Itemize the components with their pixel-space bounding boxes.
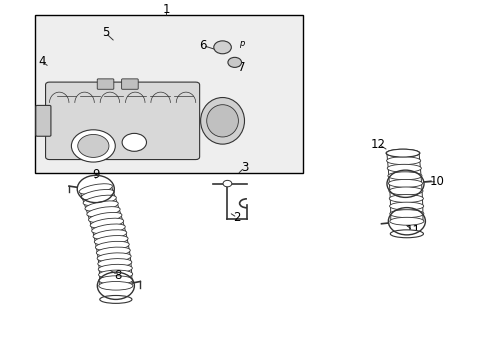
Text: 9: 9 <box>92 168 100 181</box>
Ellipse shape <box>88 212 122 222</box>
Ellipse shape <box>90 218 123 228</box>
Circle shape <box>227 57 241 67</box>
Text: 6: 6 <box>199 39 206 52</box>
Ellipse shape <box>387 179 422 187</box>
Text: 12: 12 <box>370 138 386 150</box>
Text: 10: 10 <box>429 175 444 188</box>
Ellipse shape <box>386 149 419 157</box>
Ellipse shape <box>97 253 131 262</box>
Bar <box>35 15 303 173</box>
Text: 8: 8 <box>114 269 121 282</box>
Ellipse shape <box>100 296 132 303</box>
Ellipse shape <box>93 230 126 239</box>
Ellipse shape <box>87 207 120 217</box>
Text: 5: 5 <box>102 27 109 40</box>
Ellipse shape <box>385 149 419 157</box>
Text: 7: 7 <box>238 60 245 73</box>
Ellipse shape <box>200 98 244 144</box>
Ellipse shape <box>81 189 114 200</box>
Circle shape <box>213 41 231 54</box>
Ellipse shape <box>98 264 132 273</box>
Ellipse shape <box>96 247 130 256</box>
Ellipse shape <box>99 282 133 290</box>
Ellipse shape <box>83 195 116 206</box>
Ellipse shape <box>79 184 112 194</box>
Ellipse shape <box>389 230 423 238</box>
FancyBboxPatch shape <box>97 79 114 89</box>
Ellipse shape <box>389 202 423 210</box>
Ellipse shape <box>99 276 133 284</box>
Ellipse shape <box>387 172 421 180</box>
Ellipse shape <box>98 258 132 267</box>
Text: 2: 2 <box>233 211 241 224</box>
Ellipse shape <box>386 157 420 165</box>
Ellipse shape <box>388 187 422 195</box>
Ellipse shape <box>85 201 118 211</box>
Ellipse shape <box>95 241 129 251</box>
Text: 1: 1 <box>163 3 170 16</box>
Ellipse shape <box>389 217 423 225</box>
Ellipse shape <box>206 105 238 137</box>
Ellipse shape <box>386 164 421 172</box>
Ellipse shape <box>388 195 423 202</box>
Ellipse shape <box>94 235 128 245</box>
Ellipse shape <box>91 224 125 234</box>
Ellipse shape <box>99 270 132 279</box>
Circle shape <box>78 134 109 157</box>
FancyBboxPatch shape <box>122 79 138 89</box>
Circle shape <box>223 180 231 187</box>
Circle shape <box>71 130 115 162</box>
Ellipse shape <box>389 210 423 217</box>
Text: 4: 4 <box>39 55 46 68</box>
FancyBboxPatch shape <box>36 105 51 136</box>
Text: 3: 3 <box>240 161 248 174</box>
Text: p: p <box>239 39 244 48</box>
Circle shape <box>122 134 146 151</box>
FancyBboxPatch shape <box>45 82 199 159</box>
Text: 11: 11 <box>405 224 419 237</box>
